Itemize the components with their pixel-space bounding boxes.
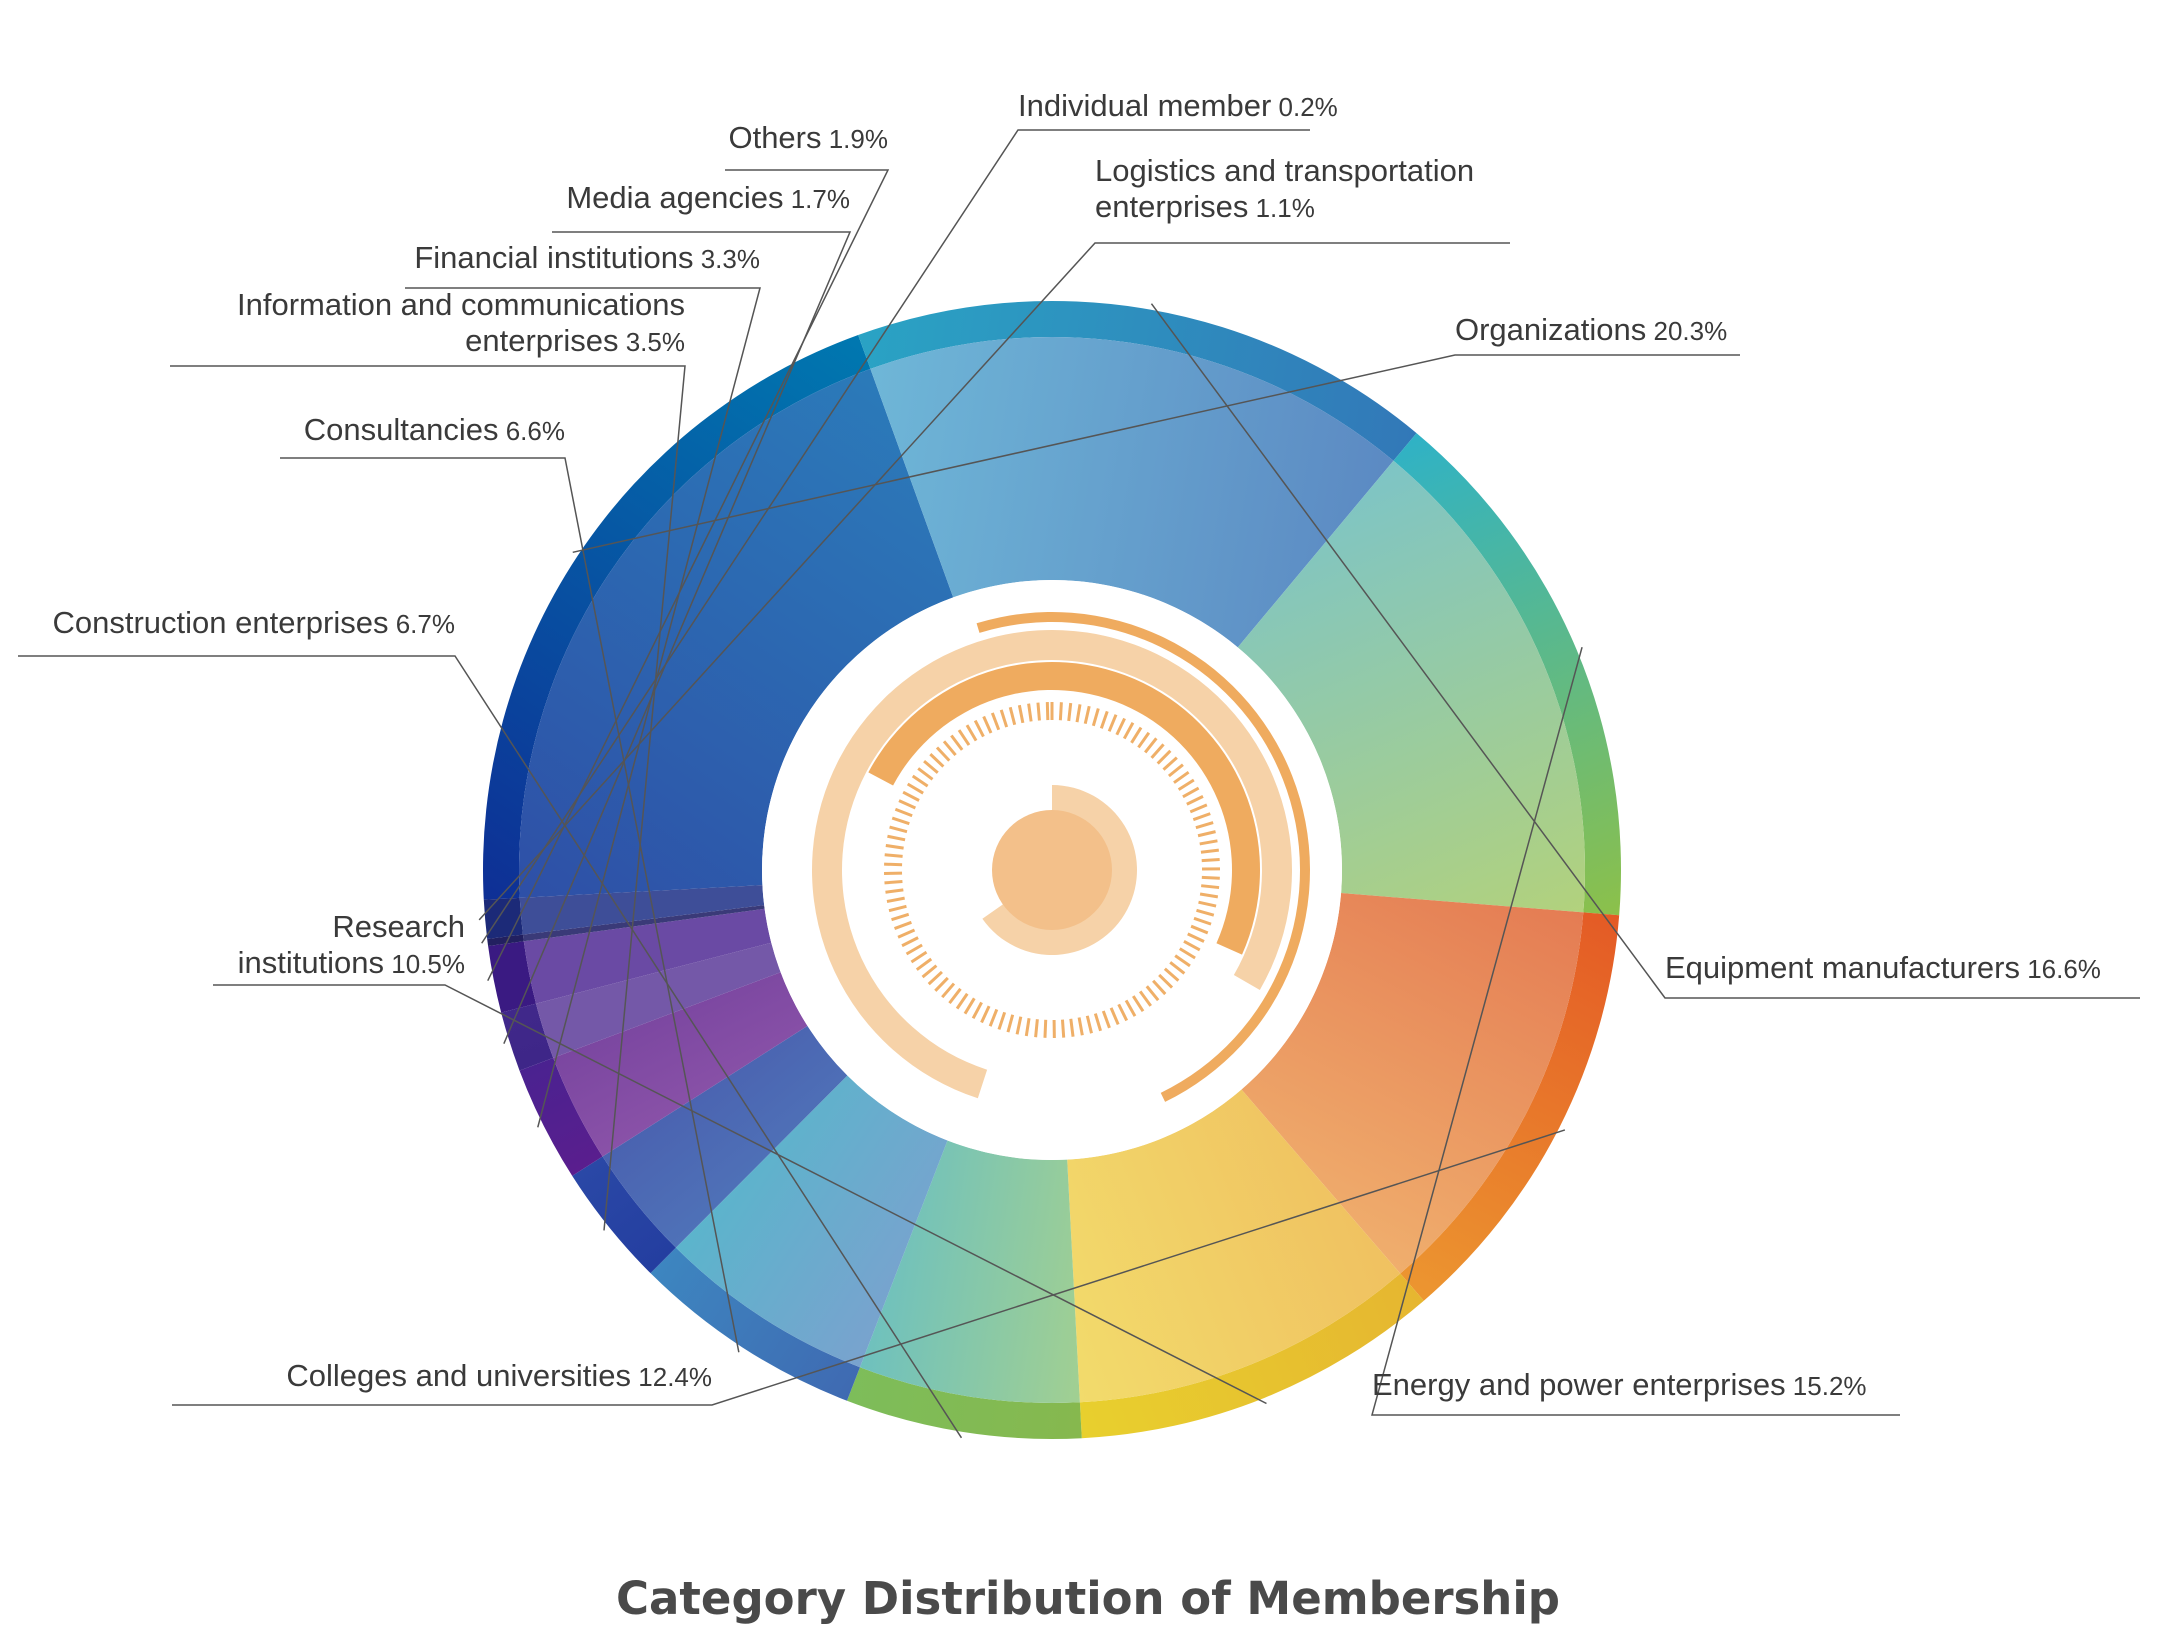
label-organizations: Organizations 20.3%: [572, 312, 1740, 554]
slice-outer-band: [1393, 433, 1621, 916]
label-name: Equipment manufacturers 16.6%: [1665, 950, 2101, 985]
label-value: 16.6%: [2020, 954, 2101, 984]
label-name: Logistics and transportation: [1095, 153, 1474, 188]
slice-inner-band: [519, 368, 954, 898]
label-name: enterprises 1.1%: [1095, 189, 1315, 224]
deco-tick-ring: [884, 702, 1221, 1039]
leader-line: [487, 169, 890, 982]
slice-inner-band: [519, 885, 765, 935]
leader-line: [170, 365, 686, 1231]
label-value: 10.5%: [384, 949, 465, 979]
chart-title: Category Distribution of Membership: [616, 1572, 1560, 1625]
leader-line: [280, 457, 740, 1353]
label-name: Colleges and universities 12.4%: [286, 1358, 712, 1393]
slice-inner-band: [870, 337, 1394, 648]
label-energy-and-power-enterprises: Energy and power enterprises 15.2%: [1371, 646, 1900, 1416]
slice-information-and-communications-enterprises: [572, 1025, 848, 1274]
slice-inner-band: [1237, 460, 1585, 913]
label-colleges-and-universities: Colleges and universities 12.4%: [172, 1129, 1566, 1406]
leader-line: [1371, 646, 1900, 1416]
label-value: 6.7%: [389, 609, 456, 639]
label-information-and-communications-enterprises: Information and communicationsenterprise…: [170, 287, 686, 1231]
label-value: 1.7%: [784, 184, 851, 214]
label-name: enterprises 3.5%: [465, 323, 685, 358]
label-name: Individual member 0.2%: [1018, 88, 1338, 123]
label-consultancies: Consultancies 6.6%: [280, 412, 740, 1353]
slice-outer-band: [650, 1247, 860, 1401]
label-value: 3.3%: [694, 244, 761, 274]
label-name: Energy and power enterprises 15.2%: [1372, 1367, 1867, 1402]
label-media-agencies: Media agencies 1.7%: [503, 180, 852, 1044]
label-financial-institutions: Financial institutions 3.3%: [405, 240, 761, 1128]
slice-inner-band: [522, 905, 765, 942]
label-value: 3.5%: [619, 327, 686, 357]
label-value: 12.4%: [631, 1362, 712, 1392]
label-name: Others 1.9%: [728, 120, 888, 155]
slice-outer-band: [1079, 1273, 1424, 1439]
leader-line: [1150, 303, 2140, 999]
label-value: 15.2%: [1786, 1371, 1867, 1401]
leader-line: [478, 242, 1510, 921]
slice-inner-band: [1067, 1089, 1401, 1403]
label-name: Information and communications: [237, 287, 685, 322]
label-name: Media agencies 1.7%: [566, 180, 850, 215]
slice-inner-band: [859, 1140, 1080, 1403]
label-value: 6.6%: [499, 416, 566, 446]
slice-inner-band: [675, 1075, 948, 1368]
slice-research-institutions: [1067, 1089, 1424, 1439]
donut-slices: [483, 301, 1621, 1439]
slice-outer-band: [487, 934, 524, 947]
slice-inner-band: [602, 1025, 848, 1248]
label-name: institutions 10.5%: [238, 945, 465, 980]
slice-colleges-and-universities: [1241, 893, 1620, 1301]
slice-outer-band: [1400, 912, 1620, 1301]
slice-consultancies: [650, 1075, 948, 1401]
slice-construction-enterprises: [846, 1140, 1082, 1439]
leader-line: [172, 1129, 1566, 1406]
leader-line: [213, 984, 1267, 1405]
label-logistics-and-transportation-enterprises: Logistics and transportationenterprises …: [478, 153, 1510, 921]
label-equipment-manufacturers: Equipment manufacturers 16.6%: [1150, 303, 2140, 999]
slice-inner-band: [536, 942, 781, 1058]
slice-outer-band: [519, 1057, 603, 1176]
label-value: 0.2%: [1271, 92, 1338, 122]
slice-outer-band: [858, 301, 1417, 461]
slice-inner-band: [1241, 893, 1584, 1274]
label-individual-member: Individual member 0.2%: [481, 88, 1338, 944]
leader-line: [503, 231, 852, 1044]
label-value: 1.9%: [822, 124, 889, 154]
label-name: Organizations 20.3%: [1455, 312, 1727, 347]
slice-energy-and-power-enterprises: [1237, 433, 1621, 916]
label-value: 1.1%: [1248, 193, 1315, 223]
slice-financial-institutions: [519, 972, 808, 1176]
deco-core-dot: [992, 810, 1112, 930]
leader-line: [572, 354, 1740, 554]
slice-equipment-manufacturers: [858, 301, 1417, 648]
slice-outer-band: [846, 1367, 1082, 1439]
label-construction-enterprises: Construction enterprises 6.7%: [18, 605, 963, 1439]
slice-inner-band: [523, 908, 772, 1004]
leader-line: [481, 129, 1310, 944]
slice-outer-band: [483, 897, 523, 939]
slice-outer-band: [572, 1156, 676, 1274]
label-name: Research: [332, 909, 465, 944]
label-name: Construction enterprises 6.7%: [53, 605, 456, 640]
slice-individual-member: [487, 905, 765, 947]
center-decoration: [762, 580, 1342, 1160]
leader-line: [18, 655, 963, 1439]
slice-labels: Organizations 20.3% Equipment manufacture…: [18, 88, 2140, 1439]
label-others: Others 1.9%: [487, 120, 890, 982]
leader-line: [405, 287, 761, 1128]
slice-inner-band: [553, 972, 808, 1157]
label-name: Consultancies 6.6%: [304, 412, 565, 447]
label-name: Financial institutions 3.3%: [414, 240, 760, 275]
label-value: 20.3%: [1646, 316, 1727, 346]
